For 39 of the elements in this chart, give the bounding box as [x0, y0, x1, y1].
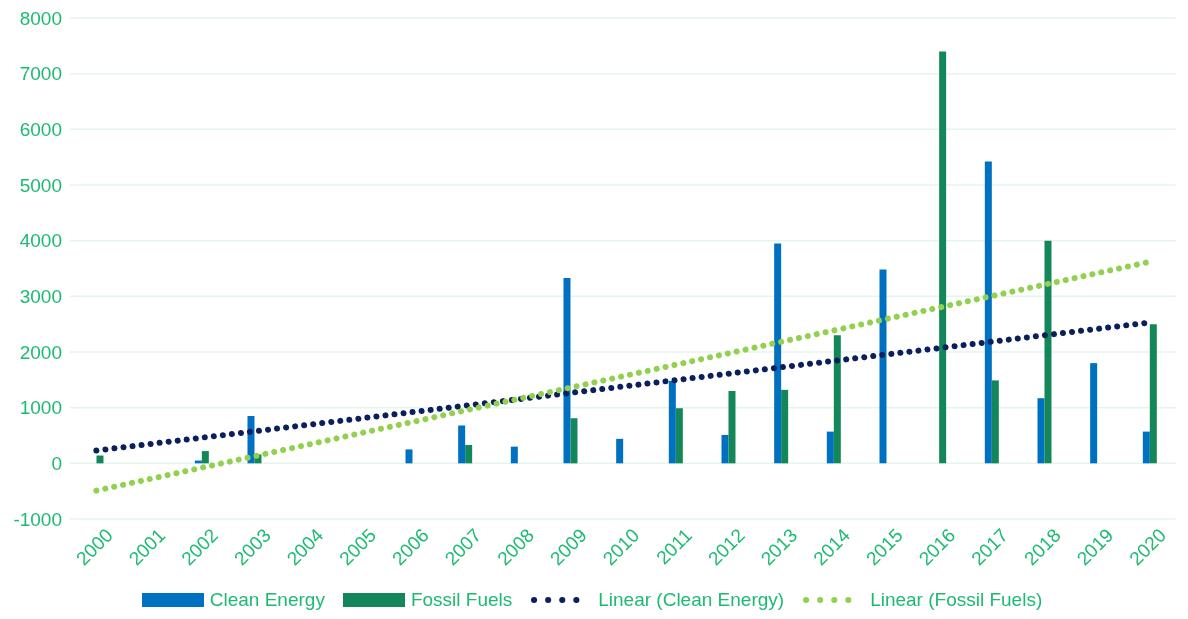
bar	[458, 425, 466, 464]
bar	[405, 449, 413, 464]
y-tick-label: 4000	[19, 230, 62, 252]
bar	[1149, 324, 1157, 464]
bar	[781, 389, 789, 464]
legend-label: Fossil Fuels	[410, 589, 513, 611]
bar	[1037, 398, 1045, 464]
bar	[570, 418, 578, 464]
bar	[1044, 240, 1052, 464]
bar	[939, 51, 947, 464]
y-tick-label: 0	[51, 453, 62, 475]
bar	[984, 161, 992, 464]
y-tick-label: -1000	[13, 508, 62, 530]
legend-label: Linear (Clean Energy)	[598, 589, 785, 611]
bar	[721, 434, 729, 464]
bar	[991, 380, 999, 464]
bar	[774, 243, 782, 464]
bar	[1142, 431, 1150, 464]
bar	[563, 277, 571, 464]
bar	[201, 451, 209, 464]
bar	[616, 438, 624, 464]
bar	[826, 431, 834, 464]
bar	[510, 446, 518, 464]
bar	[668, 380, 676, 464]
bar	[833, 335, 841, 464]
y-tick-label: 7000	[19, 63, 62, 85]
legend-label: Clean Energy	[209, 589, 325, 611]
bar	[1090, 363, 1098, 464]
y-tick-label: 2000	[19, 341, 62, 363]
bar	[675, 408, 683, 464]
bar	[465, 444, 473, 464]
y-tick-label: 8000	[19, 7, 62, 29]
bar	[728, 390, 736, 464]
y-tick-label: 1000	[19, 397, 62, 419]
y-tick-label: 5000	[19, 174, 62, 196]
bar	[879, 269, 887, 464]
legend-label: Linear (Fossil Fuels)	[870, 589, 1043, 611]
y-tick-label: 6000	[19, 119, 62, 141]
y-tick-label: 3000	[19, 286, 62, 308]
